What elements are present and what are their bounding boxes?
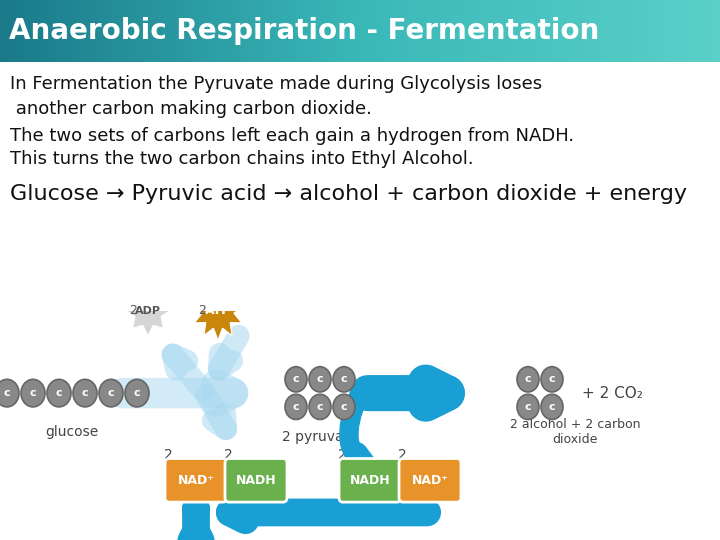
Text: NADH: NADH xyxy=(235,474,276,487)
FancyArrowPatch shape xyxy=(173,355,203,391)
FancyArrowPatch shape xyxy=(230,505,427,520)
Text: 2: 2 xyxy=(397,448,406,462)
Text: dioxide: dioxide xyxy=(552,433,598,446)
Text: + 2 CO₂: + 2 CO₂ xyxy=(582,386,643,401)
Circle shape xyxy=(517,367,539,392)
Text: 2: 2 xyxy=(198,304,206,317)
Text: Anaerobic Respiration - Fermentation: Anaerobic Respiration - Fermentation xyxy=(9,17,599,45)
Text: c: c xyxy=(341,402,347,412)
Text: c: c xyxy=(30,388,36,398)
Text: c: c xyxy=(81,388,89,398)
Circle shape xyxy=(0,379,19,407)
Text: glucose: glucose xyxy=(45,426,99,439)
Text: 2: 2 xyxy=(224,448,233,462)
Circle shape xyxy=(333,394,355,420)
Polygon shape xyxy=(126,285,170,336)
FancyArrowPatch shape xyxy=(219,336,238,369)
FancyBboxPatch shape xyxy=(399,458,461,502)
Text: c: c xyxy=(4,388,10,398)
Text: c: c xyxy=(55,388,63,398)
Text: ATP: ATP xyxy=(204,304,231,317)
Circle shape xyxy=(541,367,563,392)
FancyArrowPatch shape xyxy=(123,385,233,401)
Text: This turns the two carbon chains into Ethyl Alcohol.: This turns the two carbon chains into Et… xyxy=(10,150,474,168)
Text: 2 alcohol + 2 carbon: 2 alcohol + 2 carbon xyxy=(510,418,640,431)
Text: 2: 2 xyxy=(129,304,137,317)
Circle shape xyxy=(21,379,45,407)
Text: c: c xyxy=(341,374,347,384)
FancyBboxPatch shape xyxy=(339,458,401,502)
FancyArrowPatch shape xyxy=(348,396,368,466)
Text: NAD⁺: NAD⁺ xyxy=(178,474,215,487)
FancyArrowPatch shape xyxy=(368,382,447,404)
Text: The two sets of carbons left each gain a hydrogen from NADH.: The two sets of carbons left each gain a… xyxy=(10,127,574,145)
Circle shape xyxy=(541,394,563,420)
Text: c: c xyxy=(293,402,300,412)
FancyBboxPatch shape xyxy=(225,458,287,502)
Circle shape xyxy=(73,379,97,407)
Text: NADH: NADH xyxy=(350,474,390,487)
Text: another carbon making carbon dioxide.: another carbon making carbon dioxide. xyxy=(10,100,372,118)
Circle shape xyxy=(517,394,539,420)
Circle shape xyxy=(47,379,71,407)
Circle shape xyxy=(99,379,123,407)
Circle shape xyxy=(333,367,355,392)
Circle shape xyxy=(285,367,307,392)
Text: 2: 2 xyxy=(338,448,346,462)
Circle shape xyxy=(285,394,307,420)
FancyBboxPatch shape xyxy=(165,458,227,502)
Text: In Fermentation the Pyruvate made during Glycolysis loses: In Fermentation the Pyruvate made during… xyxy=(10,75,542,93)
Text: c: c xyxy=(317,374,323,384)
Text: c: c xyxy=(108,388,114,398)
Text: 2 pyruvate: 2 pyruvate xyxy=(282,430,358,444)
FancyArrowPatch shape xyxy=(191,509,202,540)
Circle shape xyxy=(309,394,331,420)
Text: 2: 2 xyxy=(163,448,172,462)
Text: c: c xyxy=(525,402,531,412)
Text: NAD⁺: NAD⁺ xyxy=(412,474,449,487)
Text: c: c xyxy=(293,374,300,384)
Text: c: c xyxy=(549,374,555,384)
Text: c: c xyxy=(134,388,140,398)
Text: c: c xyxy=(549,402,555,412)
Text: c: c xyxy=(317,402,323,412)
Circle shape xyxy=(309,367,331,392)
Text: ADP: ADP xyxy=(135,306,161,315)
Circle shape xyxy=(125,379,149,407)
Polygon shape xyxy=(192,282,244,340)
Text: Glucose → Pyruvic acid → alcohol + carbon dioxide + energy: Glucose → Pyruvic acid → alcohol + carbo… xyxy=(10,184,687,204)
Text: c: c xyxy=(525,374,531,384)
FancyArrowPatch shape xyxy=(207,395,226,429)
